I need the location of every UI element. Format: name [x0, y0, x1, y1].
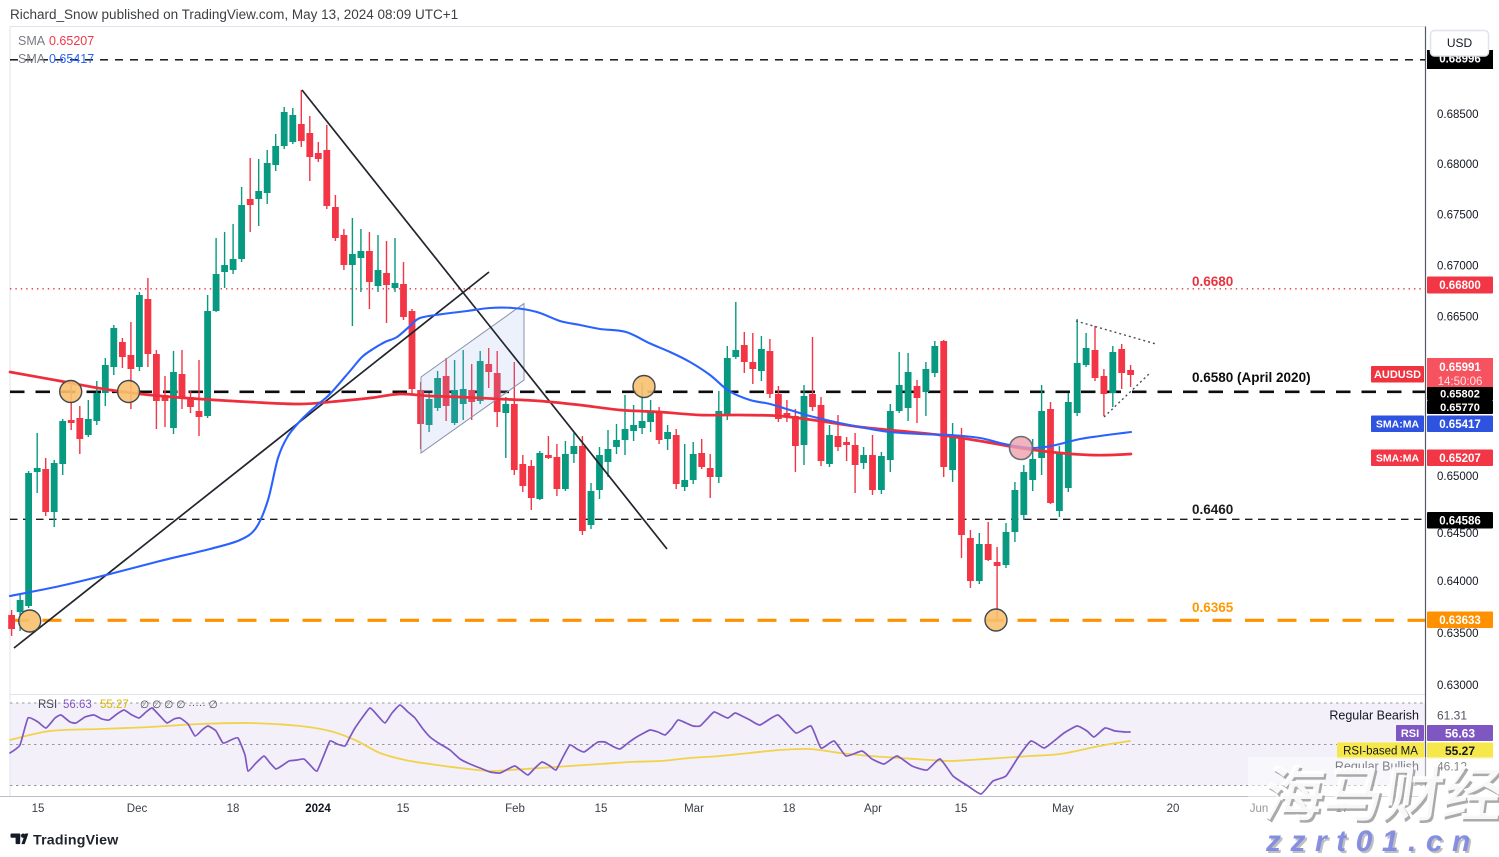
svg-text:0.63500: 0.63500 [1437, 628, 1479, 640]
svg-text:14:50:06: 14:50:06 [1438, 376, 1483, 388]
svg-text:55.27: 55.27 [100, 699, 129, 711]
svg-text:SMA: SMA [18, 34, 46, 48]
svg-text:Regular Bullish: Regular Bullish [1335, 760, 1419, 774]
svg-text:20: 20 [1167, 803, 1180, 815]
svg-text:15: 15 [32, 803, 45, 815]
svg-text:0.6365: 0.6365 [1192, 600, 1234, 615]
svg-text:Richard_Snow published on Trad: Richard_Snow published on TradingView.co… [10, 7, 458, 22]
svg-text:0.6680: 0.6680 [1192, 274, 1233, 289]
svg-text:SMA:MA: SMA:MA [1376, 419, 1420, 431]
svg-text:0.65802: 0.65802 [1440, 389, 1480, 401]
svg-text:0.63633: 0.63633 [1439, 615, 1481, 627]
svg-text:zzrt01.cn: zzrt01.cn [1265, 825, 1480, 857]
svg-text:May: May [1052, 803, 1074, 815]
svg-text:Mar: Mar [684, 803, 704, 815]
svg-text:AUDUSD: AUDUSD [1374, 369, 1421, 381]
svg-text:0.65991: 0.65991 [1439, 362, 1481, 374]
svg-text:56.63: 56.63 [1445, 726, 1475, 740]
svg-text:56.63: 56.63 [63, 699, 92, 711]
svg-text:0.65770: 0.65770 [1440, 402, 1480, 414]
svg-text:0.64586: 0.64586 [1439, 515, 1481, 527]
svg-text:18: 18 [783, 803, 796, 815]
svg-text:55.27: 55.27 [1445, 744, 1475, 758]
svg-text:0.65000: 0.65000 [1437, 471, 1479, 483]
svg-text:RSI: RSI [1401, 728, 1419, 740]
svg-text:61.31: 61.31 [1437, 709, 1467, 723]
svg-text:0.67500: 0.67500 [1437, 210, 1479, 222]
svg-text:zzrt01.cn: zzrt01.cn [1267, 827, 1482, 857]
svg-text:0.67000: 0.67000 [1437, 261, 1479, 273]
svg-text:0.68500: 0.68500 [1437, 109, 1479, 121]
svg-text:0.63000: 0.63000 [1437, 680, 1479, 692]
svg-text:0.66800: 0.66800 [1439, 280, 1481, 292]
svg-text:TradingView: TradingView [33, 833, 119, 849]
svg-text:∅ ∅ ∅ ∅ ····· ∅: ∅ ∅ ∅ ∅ ····· ∅ [140, 699, 218, 711]
svg-text:15: 15 [397, 803, 410, 815]
svg-text:SMA: SMA [18, 52, 46, 66]
svg-text:0.6580 (April 2020): 0.6580 (April 2020) [1192, 370, 1311, 385]
svg-text:0.68000: 0.68000 [1437, 159, 1479, 171]
svg-text:USD: USD [1447, 36, 1473, 50]
svg-text:17: 17 [1336, 803, 1349, 815]
svg-text:RSI-based MA: RSI-based MA [1343, 746, 1418, 758]
svg-text:SMA:MA: SMA:MA [1376, 453, 1420, 465]
svg-text:Feb: Feb [505, 803, 525, 815]
svg-text:0.65417: 0.65417 [1439, 419, 1481, 431]
svg-text:0.65417: 0.65417 [49, 52, 94, 66]
svg-text:Jun: Jun [1250, 803, 1269, 815]
svg-text:2024: 2024 [305, 803, 331, 815]
svg-text:0.64500: 0.64500 [1437, 528, 1479, 540]
svg-text:0.65207: 0.65207 [1439, 453, 1481, 465]
svg-text:Dec: Dec [127, 803, 148, 815]
svg-text:0.6460: 0.6460 [1192, 502, 1233, 517]
svg-text:15: 15 [955, 803, 968, 815]
svg-text:Apr: Apr [864, 803, 882, 815]
svg-text:Regular Bearish: Regular Bearish [1329, 709, 1419, 723]
svg-text:海马财经: 海马财经 [1262, 764, 1499, 831]
svg-text:0.66500: 0.66500 [1437, 312, 1479, 324]
svg-text:18: 18 [227, 803, 240, 815]
svg-text:0.65207: 0.65207 [49, 34, 94, 48]
svg-text:0.64000: 0.64000 [1437, 576, 1479, 588]
svg-text:46.12: 46.12 [1437, 760, 1467, 774]
svg-text:RSI: RSI [38, 699, 57, 711]
svg-text:15: 15 [595, 803, 608, 815]
svg-text:海马财经: 海马财经 [1260, 761, 1499, 828]
